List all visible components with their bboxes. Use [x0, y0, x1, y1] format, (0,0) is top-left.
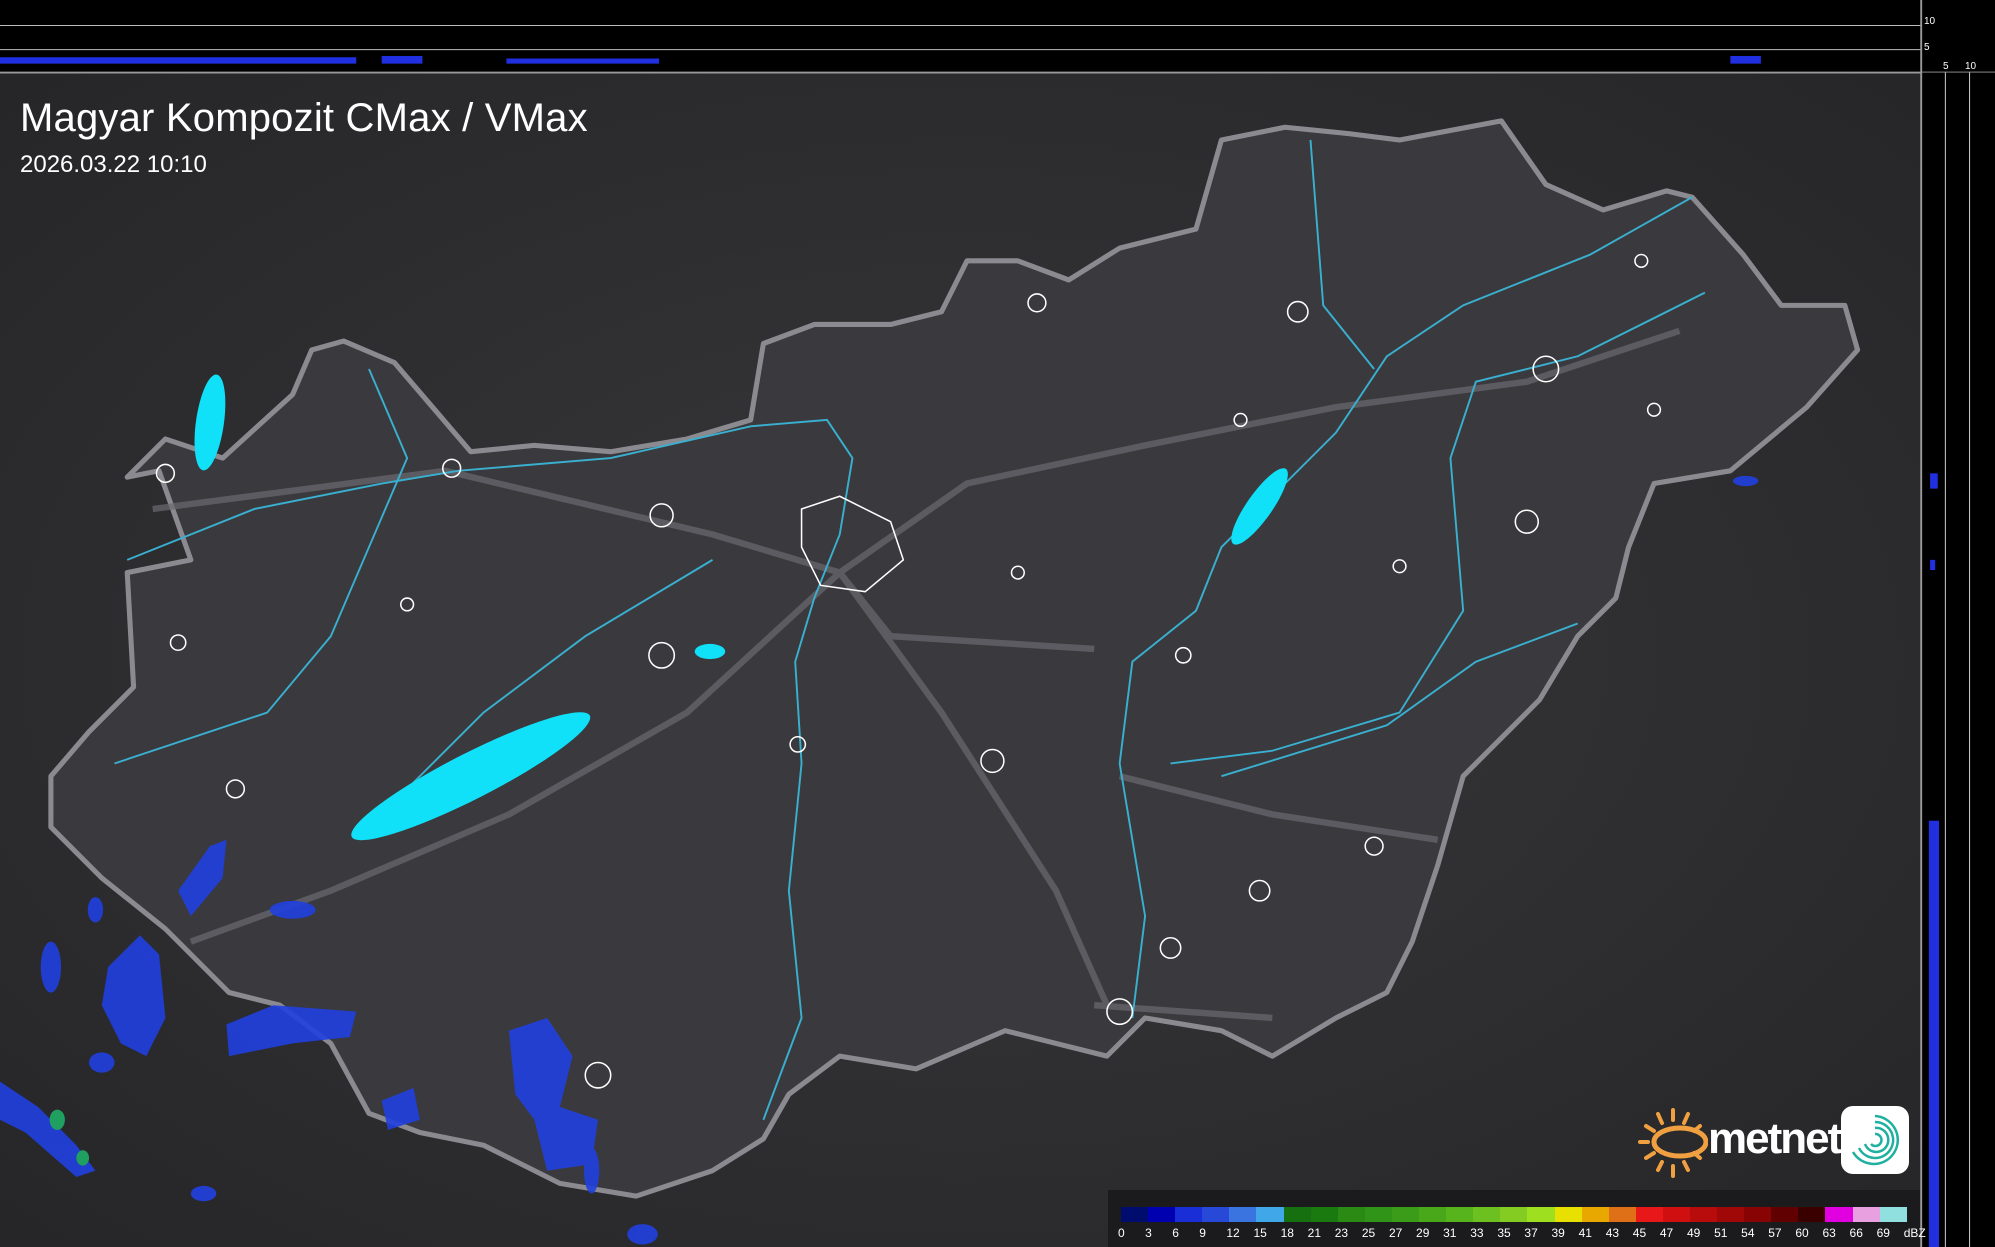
- legend-label: 29: [1416, 1226, 1430, 1240]
- legend-label: 69: [1876, 1226, 1890, 1240]
- legend-label: 45: [1632, 1226, 1647, 1240]
- legend-label: 66: [1849, 1226, 1863, 1240]
- map-title: Magyar Kompozit CMax / VMax: [20, 96, 588, 140]
- legend-label: 60: [1795, 1226, 1809, 1240]
- metnet-logo: metnet: [1638, 1106, 1918, 1182]
- legend-label: 51: [1714, 1226, 1728, 1240]
- top-axis-tick: 10: [1924, 16, 1936, 27]
- legend-label: 43: [1605, 1226, 1620, 1240]
- legend-swatch: [1798, 1207, 1826, 1222]
- legend-label: 33: [1470, 1226, 1484, 1240]
- right-axis-tick: 10: [1965, 61, 1977, 72]
- legend-swatch: [1283, 1207, 1311, 1222]
- town-outlines: [155, 253, 1662, 1089]
- legend-label: 6: [1172, 1226, 1179, 1240]
- top-axis-tick: 5: [1924, 42, 1930, 53]
- legend-label: 39: [1551, 1226, 1565, 1240]
- legend-label: 57: [1768, 1226, 1782, 1240]
- legend-swatch: [1121, 1207, 1149, 1222]
- legend-label: 31: [1443, 1226, 1457, 1240]
- hungary-country-shape: [48, 118, 1861, 1199]
- legend-label: 23: [1334, 1226, 1349, 1240]
- legend-swatch: [1825, 1207, 1853, 1222]
- dbz-color-legend: 0 3 6 9 12 15 18 21 23 25 27 29 31 33 35 37 39 41 43 45 47 49…: [1108, 1190, 1926, 1247]
- legend-label: 12: [1226, 1226, 1240, 1240]
- legend-swatch: [1391, 1207, 1420, 1222]
- legend-labels: 0 3 6 9 12 15 18 21 23 25 27 29 31 33 35 37 39 41 43 45 47 49…: [1118, 1226, 1934, 1240]
- legend-swatch: [1364, 1207, 1392, 1222]
- radar-echoes: [0, 475, 1759, 1245]
- legend-swatch: [1527, 1207, 1555, 1222]
- legend-swatch: [1554, 1207, 1582, 1222]
- legend-swatch: [1689, 1207, 1718, 1222]
- legend-swatch: [1229, 1207, 1257, 1222]
- sun-icon: [1638, 1108, 1709, 1178]
- legend-color-bar: [1121, 1207, 1907, 1222]
- lake-ferto: [194, 374, 226, 471]
- legend-swatch: [1446, 1207, 1474, 1222]
- lake-balaton: [351, 712, 591, 841]
- logo-text: metnet: [1708, 1114, 1842, 1163]
- legend-unit: dBZ: [1903, 1226, 1926, 1240]
- legend-swatch: [1473, 1207, 1501, 1222]
- legend-swatch: [1175, 1207, 1203, 1222]
- legend-label: 41: [1578, 1226, 1592, 1240]
- legend-swatch: [1310, 1207, 1338, 1222]
- legend-swatch: [1879, 1207, 1907, 1222]
- legend-label: 9: [1199, 1226, 1206, 1240]
- legend-label: 15: [1253, 1226, 1267, 1240]
- legend-label: 47: [1659, 1226, 1674, 1240]
- legend-label: 27: [1388, 1226, 1403, 1240]
- legend-label: 54: [1741, 1226, 1755, 1240]
- legend-label: 18: [1280, 1226, 1294, 1240]
- right-profile-echoes: [1928, 473, 1940, 1247]
- map-timestamp: 2026.03.22 10:10: [20, 151, 207, 178]
- legend-label: 37: [1524, 1226, 1538, 1240]
- rivers: [114, 139, 1706, 1121]
- lakes: [194, 374, 1288, 841]
- legend-swatch: [1202, 1207, 1230, 1222]
- lake-tisza: [1231, 468, 1288, 545]
- legend-label: 63: [1822, 1226, 1836, 1240]
- legend-label: 0: [1118, 1226, 1125, 1240]
- lake-velence: [694, 643, 726, 660]
- legend-swatch: [1662, 1207, 1690, 1222]
- legend-swatch: [1852, 1207, 1880, 1222]
- legend-swatch: [1256, 1207, 1284, 1222]
- legend-swatch: [1581, 1207, 1609, 1222]
- legend-swatch: [1635, 1207, 1663, 1222]
- legend-swatch: [1148, 1207, 1176, 1222]
- legend-label: 25: [1361, 1226, 1376, 1240]
- legend-swatch: [1744, 1207, 1772, 1222]
- legend-swatch: [1419, 1207, 1447, 1222]
- spiral-icon: [1851, 1114, 1900, 1166]
- legend-label: 35: [1497, 1226, 1511, 1240]
- legend-swatch: [1771, 1207, 1799, 1222]
- legend-label: 3: [1145, 1226, 1152, 1240]
- legend-swatch: [1717, 1207, 1745, 1222]
- legend-swatch: [1337, 1207, 1365, 1222]
- right-axis-tick: 5: [1943, 61, 1949, 72]
- legend-label: 49: [1686, 1226, 1701, 1240]
- legend-swatch: [1608, 1207, 1636, 1222]
- app-icon: [1841, 1106, 1909, 1174]
- top-profile-echoes: [0, 55, 1761, 64]
- legend-swatch: [1500, 1207, 1528, 1222]
- legend-label: 21: [1307, 1226, 1322, 1240]
